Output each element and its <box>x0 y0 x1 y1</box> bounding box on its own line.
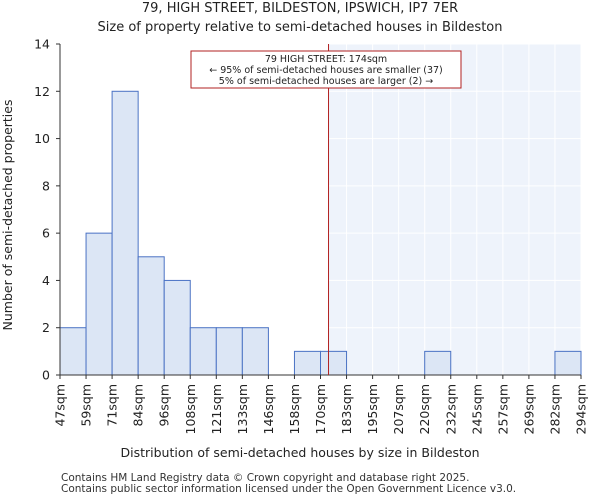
bar <box>189 327 217 376</box>
bar <box>137 256 165 376</box>
x-tick-label: 257sqm <box>495 384 510 434</box>
bar <box>85 232 113 376</box>
annotation-title: 79 HIGH STREET: 174sqm <box>265 54 387 65</box>
chart-subtitle: Size of property relative to semi-detach… <box>98 20 503 35</box>
x-tick-label: 158sqm <box>287 384 302 434</box>
y-tick-label: 2 <box>42 320 50 335</box>
bar <box>241 327 269 376</box>
x-tick-label: 47sqm <box>53 384 68 427</box>
x-tick-label: 207sqm <box>391 384 406 434</box>
y-tick-label: 10 <box>34 131 50 146</box>
bar <box>111 90 139 376</box>
y-tick-label: 6 <box>42 226 50 241</box>
plot-area: 0 2 4 6 8 10 12 14 47sqm 59sqm 71sqm 84sqm 96sqm 108s… <box>34 37 588 435</box>
bar <box>424 350 452 376</box>
y-tick-label: 14 <box>34 37 50 52</box>
annotation-larger: 5% of semi-detached houses are larger (2… <box>219 76 433 87</box>
x-tick-label: 195sqm <box>365 384 380 434</box>
x-tick-label: 133sqm <box>235 384 250 434</box>
bar <box>320 350 348 376</box>
x-axis-label: Distribution of semi-detached houses by … <box>120 445 479 460</box>
bar <box>293 350 322 376</box>
x-tick-label: 146sqm <box>261 384 276 434</box>
bar <box>215 327 243 376</box>
x-tick-label: 183sqm <box>339 384 354 434</box>
x-tick-label: 269sqm <box>521 384 536 434</box>
bar <box>163 279 191 376</box>
larger-region-shade <box>328 44 581 375</box>
x-tick-label: 71sqm <box>105 384 120 427</box>
x-tick-label: 282sqm <box>547 384 562 434</box>
x-tick-label: 59sqm <box>79 384 94 427</box>
x-tick-label: 294sqm <box>574 384 589 434</box>
annotation-smaller: ← 95% of semi-detached houses are smalle… <box>209 65 443 76</box>
x-tick-label: 245sqm <box>469 384 484 434</box>
bar <box>554 350 582 376</box>
x-tick-label: 121sqm <box>209 384 224 434</box>
x-tick-label: 220sqm <box>417 384 432 434</box>
footer-licence: Contains public sector information licen… <box>61 483 517 495</box>
footer-copyright: Contains HM Land Registry data © Crown c… <box>61 472 470 484</box>
y-axis-label: Number of semi-detached properties <box>0 100 15 331</box>
x-tick-label: 232sqm <box>443 384 458 434</box>
x-tick-label: 108sqm <box>183 384 198 434</box>
y-tick-label: 0 <box>42 368 50 383</box>
y-tick-label: 12 <box>34 84 50 99</box>
bar <box>59 327 87 376</box>
y-tick-label: 4 <box>42 273 50 288</box>
y-tick-label: 8 <box>42 178 50 193</box>
annotation-box <box>190 50 462 89</box>
chart-title: 79, HIGH STREET, BILDESTON, IPSWICH, IP7… <box>142 1 458 16</box>
x-tick-label: 170sqm <box>313 384 328 434</box>
x-tick-label: 84sqm <box>131 384 146 427</box>
x-tick-label: 96sqm <box>157 384 172 427</box>
